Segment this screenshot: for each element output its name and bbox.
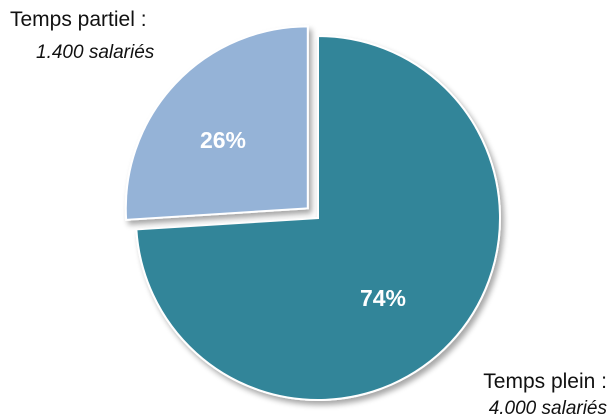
pie-slice-full-time [135, 34, 501, 401]
category-label-full-time: Temps plein : [483, 370, 607, 393]
category-label-part-time: Temps partiel : [10, 8, 147, 31]
slice-value-label-part-time: 26% [200, 127, 246, 153]
slice-value-label-full-time: 74% [360, 285, 406, 311]
category-sublabel-part-time: 1.400 salariés [36, 42, 155, 63]
category-sublabel-full-time: 4.000 salariés [489, 398, 608, 419]
pie-slice-part-time [124, 25, 309, 221]
